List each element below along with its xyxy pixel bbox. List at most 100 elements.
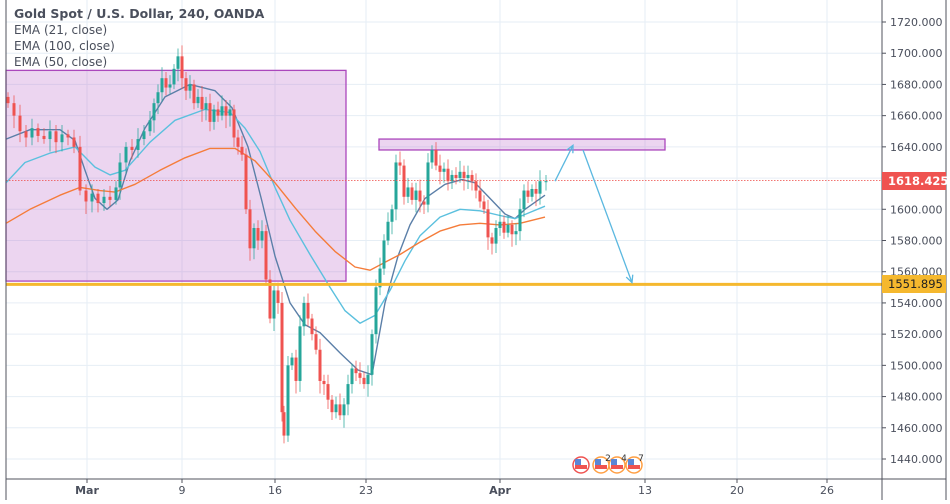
candle[interactable] (188, 75, 192, 99)
candle[interactable] (124, 142, 128, 174)
candle[interactable] (342, 398, 346, 428)
candle[interactable] (450, 170, 454, 189)
candle[interactable] (142, 125, 146, 146)
candle[interactable] (118, 153, 122, 200)
time-tick-label[interactable]: 20 (730, 484, 744, 497)
candle[interactable] (84, 184, 88, 214)
us-event-flag-icon[interactable] (608, 456, 626, 474)
candle[interactable] (350, 363, 354, 394)
candle[interactable] (78, 135, 82, 196)
candle[interactable] (386, 212, 390, 246)
candle[interactable] (522, 184, 526, 218)
us-event-flag-icon[interactable] (592, 456, 610, 474)
candle[interactable] (164, 71, 168, 96)
candle[interactable] (526, 181, 530, 204)
candle[interactable] (280, 292, 284, 422)
candle[interactable] (534, 181, 538, 207)
candle[interactable] (398, 151, 402, 175)
candle[interactable] (338, 393, 342, 420)
candle[interactable] (370, 329, 374, 386)
candle[interactable] (148, 110, 152, 136)
candle[interactable] (478, 179, 482, 208)
candle[interactable] (458, 160, 462, 183)
us-event-flag-icon[interactable] (625, 456, 643, 474)
candle[interactable] (6, 92, 10, 108)
candle[interactable] (366, 365, 370, 397)
candle[interactable] (454, 167, 458, 185)
time-tick-label[interactable]: 13 (638, 484, 652, 497)
candle[interactable] (346, 374, 350, 416)
candle[interactable] (248, 199, 252, 261)
candle[interactable] (362, 371, 366, 389)
candle[interactable] (244, 148, 248, 214)
candle[interactable] (544, 174, 548, 191)
candle[interactable] (36, 123, 40, 143)
candle[interactable] (294, 349, 298, 394)
candle[interactable] (228, 100, 232, 127)
candle[interactable] (462, 165, 466, 191)
candle[interactable] (252, 223, 256, 260)
candle[interactable] (224, 100, 228, 129)
candle[interactable] (268, 270, 272, 324)
candle[interactable] (302, 296, 306, 336)
candle[interactable] (72, 129, 76, 154)
candle[interactable] (530, 184, 534, 202)
candle[interactable] (208, 93, 212, 132)
candle[interactable] (474, 173, 478, 199)
candle[interactable] (272, 285, 276, 332)
candle[interactable] (330, 395, 334, 420)
candle[interactable] (102, 188, 106, 211)
candle[interactable] (168, 75, 172, 94)
candle[interactable] (24, 125, 28, 147)
candle[interactable] (310, 313, 314, 341)
candle[interactable] (406, 178, 410, 204)
candle[interactable] (130, 139, 134, 160)
candle[interactable] (204, 96, 208, 121)
candle[interactable] (418, 179, 422, 213)
projection-arrow-up[interactable] (554, 143, 574, 182)
time-tick-label[interactable]: 16 (268, 484, 282, 497)
candle[interactable] (430, 145, 434, 169)
candle[interactable] (212, 104, 216, 130)
candle[interactable] (200, 85, 204, 122)
candle[interactable] (514, 223, 518, 246)
supply-zone-left[interactable] (5, 69, 347, 282)
time-tick-label[interactable]: Apr (489, 484, 511, 497)
candle[interactable] (390, 204, 394, 235)
candle[interactable] (486, 199, 490, 250)
candle[interactable] (282, 405, 286, 444)
candle[interactable] (108, 185, 112, 207)
candle[interactable] (538, 170, 542, 205)
candle[interactable] (510, 220, 514, 247)
candle[interactable] (494, 220, 498, 253)
time-tick-label[interactable]: 23 (359, 484, 373, 497)
candle[interactable] (42, 128, 46, 144)
candle[interactable] (264, 224, 268, 286)
projection-arrow-down[interactable] (582, 149, 634, 285)
candle[interactable] (216, 101, 220, 122)
candle[interactable] (426, 153, 430, 213)
candle[interactable] (394, 154, 398, 221)
candle[interactable] (490, 232, 494, 255)
candle[interactable] (466, 165, 470, 189)
candle[interactable] (334, 396, 338, 419)
candle[interactable] (286, 355, 290, 442)
candle[interactable] (358, 362, 362, 385)
candle[interactable] (382, 234, 386, 275)
candle[interactable] (378, 257, 382, 296)
candlestick-series[interactable] (6, 45, 548, 444)
candle[interactable] (156, 84, 160, 115)
candle[interactable] (96, 188, 100, 213)
candle[interactable] (506, 215, 510, 238)
candle[interactable] (422, 195, 426, 214)
candle[interactable] (482, 195, 486, 214)
candle[interactable] (298, 315, 302, 392)
candle[interactable] (172, 64, 176, 90)
candle[interactable] (12, 95, 16, 129)
candle[interactable] (54, 125, 58, 154)
candle[interactable] (438, 154, 442, 185)
candle[interactable] (18, 104, 22, 143)
candle[interactable] (410, 182, 414, 205)
